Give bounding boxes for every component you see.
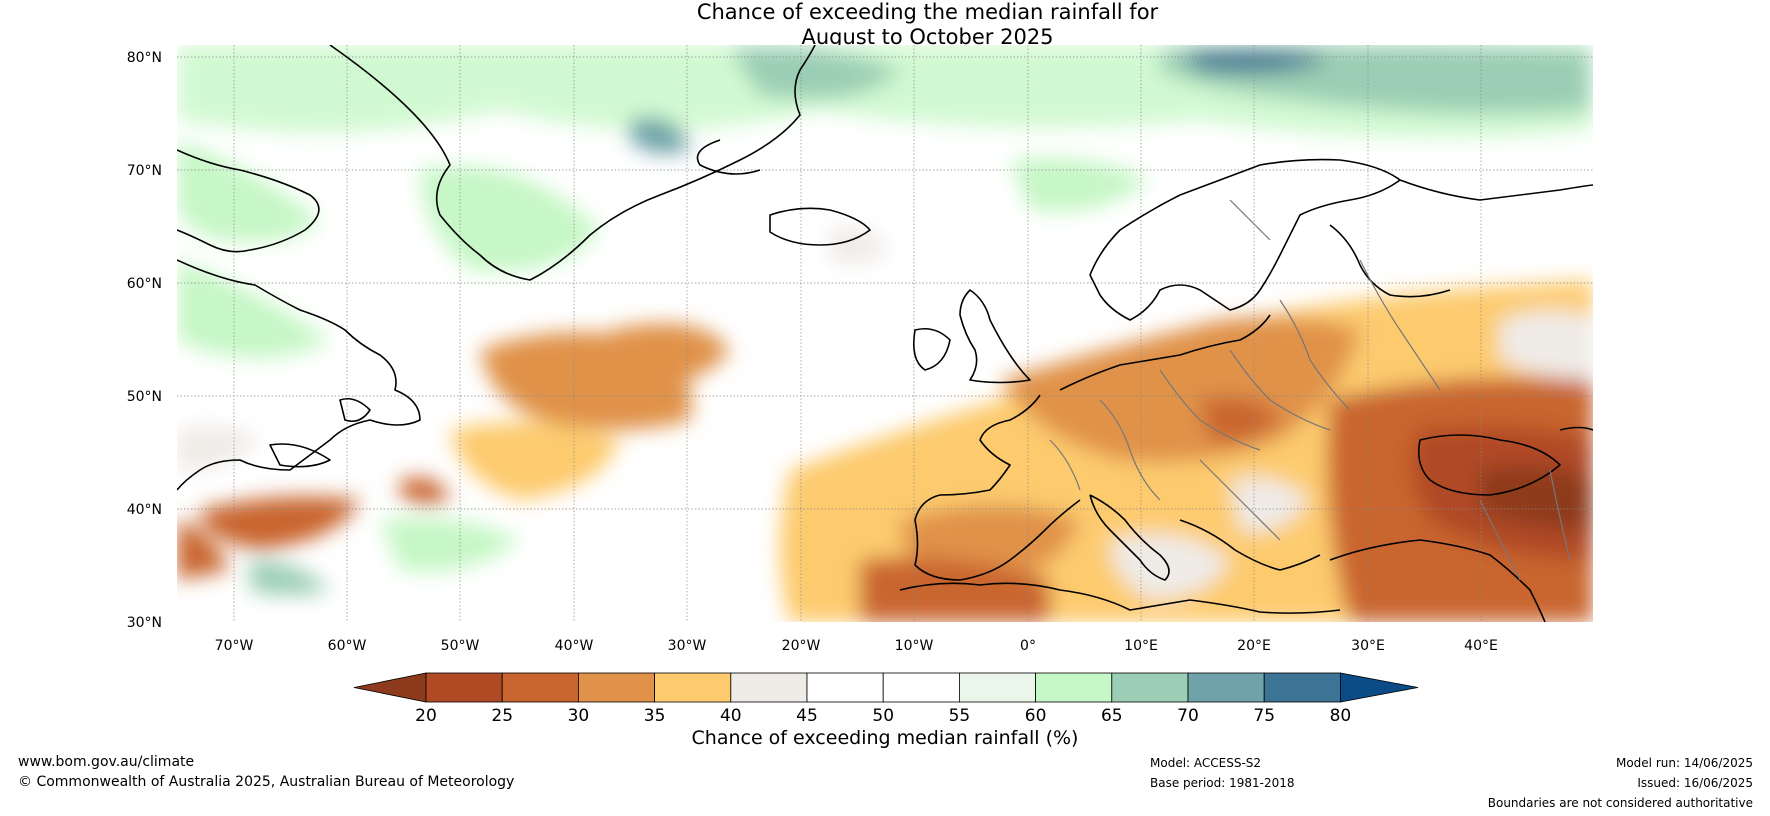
lat-label-40n: 40°N (127, 502, 162, 518)
rainfall-fields (177, 45, 1593, 622)
national-boundaries (1049, 199, 1571, 581)
colorbar-tick-label: 30 (568, 706, 590, 726)
lat-label-80n: 80°N (127, 50, 162, 66)
colorbar-segment (806, 672, 884, 703)
colorbar-segment (501, 672, 579, 703)
title-line-1: Chance of exceeding the median rainfall … (696, 0, 1159, 24)
lon-label-20w: 20°W (782, 638, 821, 654)
ireland-coast (912, 327, 951, 371)
italy-coast (1089, 494, 1170, 581)
colorbar-segment (1035, 672, 1113, 703)
europe-west-coast (914, 394, 1081, 581)
latitude-labels: 80°N 70°N 60°N 50°N 40°N 30°N (127, 50, 162, 631)
lon-label-10w: 10°W (895, 638, 934, 654)
map-title: Chance of exceeding the median rainfall … (0, 0, 1770, 50)
europe-baltic-coast (1059, 314, 1271, 391)
colorbar-tick-label: 20 (415, 706, 437, 726)
black-sea-coast (1417, 434, 1561, 496)
colorbar-tick-label: 35 (644, 706, 666, 726)
balkans-coast (1179, 519, 1321, 571)
baffin-island-coast (177, 149, 320, 253)
colorbar-tick-label: 40 (720, 706, 742, 726)
footer-model: Model: ACCESS-S2 (1150, 756, 1262, 770)
colorbar-segment (730, 672, 808, 703)
nova-scotia-coast (269, 443, 331, 468)
lon-label-40w: 40°W (555, 638, 594, 654)
caspian-coast (1559, 426, 1593, 431)
lon-label-60w: 60°W (328, 638, 367, 654)
footer-website: www.bom.gov.au/climate (18, 754, 195, 770)
lon-label-70w: 70°W (215, 638, 254, 654)
lon-label-30w: 30°W (668, 638, 707, 654)
footer-disclaimer: Boundaries are not considered authoritat… (1487, 796, 1753, 810)
colorbar-extend-high (1340, 672, 1419, 703)
labrador-coast (177, 259, 421, 491)
lon-label-40e: 40°E (1464, 638, 1498, 654)
footer-model-run: Model run: 14/06/2025 (1615, 756, 1753, 770)
lat-label-50n: 50°N (127, 389, 162, 405)
greenland-east (696, 139, 761, 175)
lon-label-50w: 50°W (441, 638, 480, 654)
lon-label-20e: 20°E (1237, 638, 1271, 654)
colorbar-segment (578, 672, 656, 703)
colorbar-segment (1111, 672, 1189, 703)
colorbar-tick-label: 45 (796, 706, 818, 726)
iceland-coast (769, 207, 871, 246)
colorbar-segment (882, 672, 960, 703)
arctic-russia-coast (1399, 179, 1593, 201)
lon-label-30e: 30°E (1351, 638, 1385, 654)
lat-label-70n: 70°N (127, 163, 162, 179)
footer-copyright: © Commonwealth of Australia 2025, Austra… (18, 774, 515, 790)
colorbar-tick-label: 60 (1025, 706, 1047, 726)
graticule (177, 45, 1593, 622)
map-area (177, 45, 1593, 622)
lat-label-30n: 30°N (127, 615, 162, 631)
lon-label-10e: 10°E (1124, 638, 1158, 654)
scandinavia-coast (1089, 158, 1401, 321)
great-britain-coast (959, 289, 1031, 384)
finland-coast (1329, 224, 1451, 298)
greenland-coast (329, 45, 816, 281)
newfoundland-coast (339, 397, 371, 423)
colorbar-tick-label: 25 (491, 706, 513, 726)
turkey-coast (1329, 539, 1546, 622)
colorbar-tick-label: 65 (1101, 706, 1123, 726)
colorbar-tick-label: 55 (949, 706, 971, 726)
colorbar-tick-label: 70 (1177, 706, 1199, 726)
footer-base-period: Base period: 1981-2018 (1150, 776, 1295, 790)
colorbar: 20 25 30 35 40 45 50 55 60 65 70 75 80 (353, 672, 1419, 726)
longitude-labels: 70°W 60°W 50°W 40°W 30°W 20°W 10°W 0° 10… (215, 638, 1498, 654)
colorbar-title: Chance of exceeding median rainfall (%) (691, 727, 1079, 749)
colorbar-segment (1263, 672, 1341, 703)
north-africa-coast (899, 582, 1341, 614)
colorbar-segment (425, 672, 503, 703)
colorbar-segment (1187, 672, 1265, 703)
lon-label-0: 0° (1020, 638, 1036, 654)
lat-label-60n: 60°N (127, 276, 162, 292)
coastlines (177, 45, 1593, 622)
colorbar-extend-low (353, 672, 427, 703)
colorbar-segment (959, 672, 1037, 703)
colorbar-tick-label: 50 (872, 706, 894, 726)
footer-issued: Issued: 16/06/2025 (1637, 776, 1753, 790)
colorbar-segment (654, 672, 732, 703)
colorbar-tick-label: 80 (1330, 706, 1352, 726)
colorbar-tick-label: 75 (1253, 706, 1275, 726)
